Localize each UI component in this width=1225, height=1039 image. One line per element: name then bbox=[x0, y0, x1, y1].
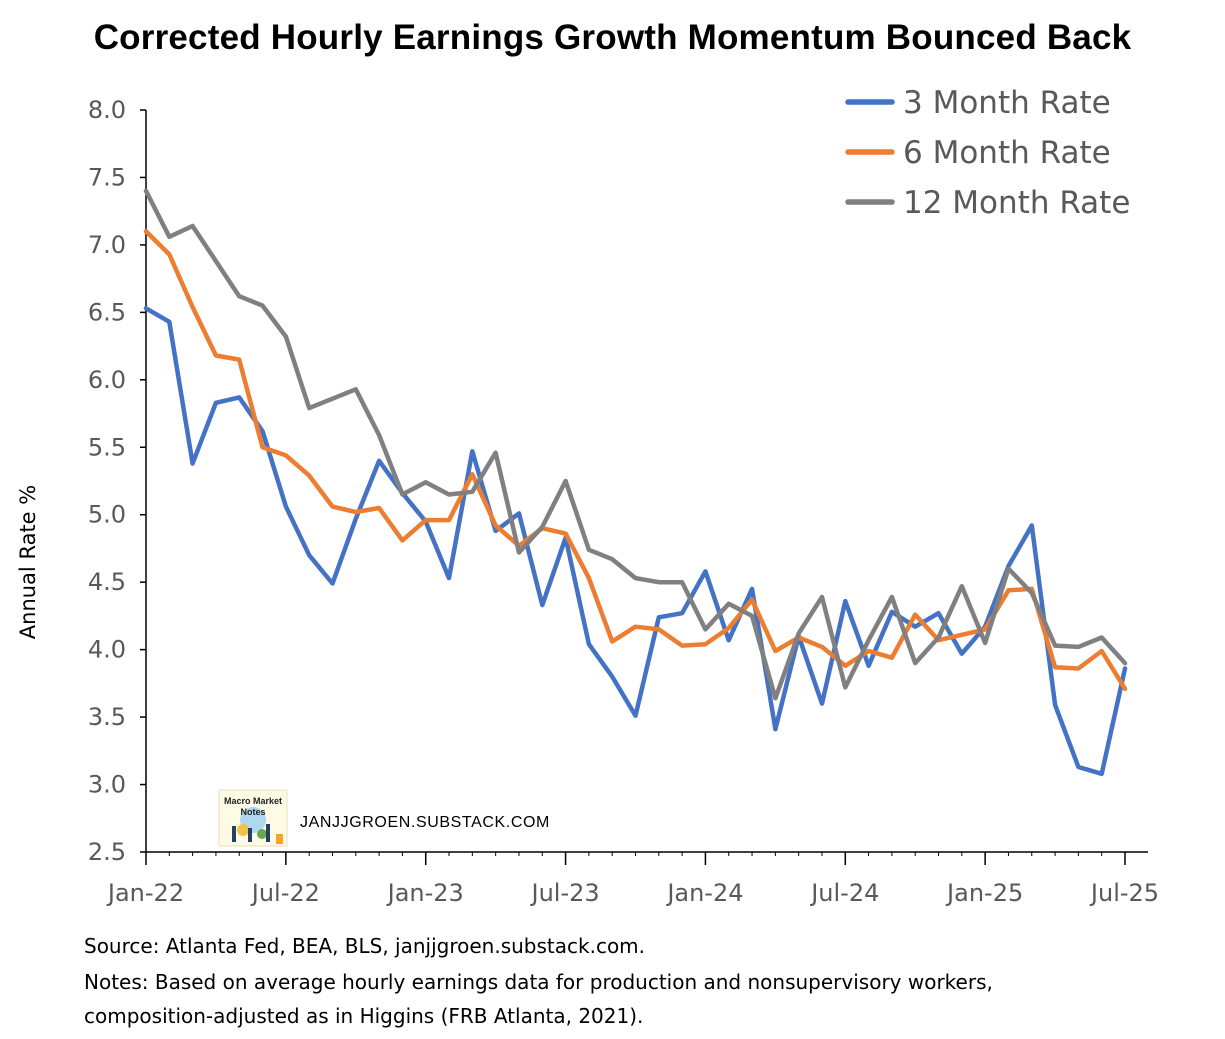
x-tick-label: Jul-25 bbox=[1089, 879, 1159, 907]
y-tick-label: 3.0 bbox=[88, 771, 126, 799]
watermark: Macro Market Notes JANJJGROEN.SUBSTACK.C… bbox=[218, 789, 550, 847]
footnote-notes-line-2: composition-adjusted as in Higgins (FRB … bbox=[84, 1004, 644, 1028]
chart-axes bbox=[145, 110, 1148, 853]
y-axis-label: Annual Rate % bbox=[16, 485, 40, 639]
footnote-notes-line-1: Notes: Based on average hourly earnings … bbox=[84, 970, 993, 994]
y-tick-label: 6.0 bbox=[88, 366, 126, 394]
legend-label-3-month-rate: 3 Month Rate bbox=[903, 85, 1111, 121]
x-tick-label: Jan-24 bbox=[665, 879, 743, 907]
y-axis-ticks: 2.5 3.0 3.5 4.0 4.5 5.0 5.5 6.0 6.5 7.0 7.5 8.0 bbox=[88, 96, 146, 866]
y-tick-label: 8.0 bbox=[88, 96, 126, 124]
y-tick-label: 2.5 bbox=[88, 838, 126, 866]
footnote-source: Source: Atlanta Fed, BEA, BLS, janjjgroe… bbox=[84, 934, 646, 958]
legend-label-6-month-rate: 6 Month Rate bbox=[903, 135, 1111, 171]
logo-subtitle: Notes bbox=[240, 807, 265, 817]
x-tick-label: Jul-24 bbox=[809, 879, 879, 907]
y-tick-label: 7.0 bbox=[88, 231, 126, 259]
y-tick-label: 6.5 bbox=[88, 298, 126, 326]
y-tick-label: 4.5 bbox=[88, 568, 126, 596]
series-line-6-month-rate bbox=[143, 229, 1128, 692]
x-tick-label: Jan-25 bbox=[945, 879, 1023, 907]
legend: 3 Month Rate 6 Month Rate 12 Month Rate bbox=[845, 85, 1130, 221]
x-tick-label: Jan-23 bbox=[386, 879, 464, 907]
x-axis-ticks: Jan-22 Jul-22 Jan-23 Jul-23 Jan-24 Jul-24 Jan-… bbox=[106, 852, 1159, 907]
x-tick-label: Jan-22 bbox=[106, 879, 184, 907]
series-line-3-month-rate bbox=[143, 306, 1128, 777]
macro-market-notes-logo: Macro Market Notes bbox=[218, 789, 288, 847]
logo-title: Macro Market bbox=[224, 796, 282, 806]
watermark-text: JANJJGROEN.SUBSTACK.COM bbox=[300, 814, 550, 831]
y-tick-label: 5.5 bbox=[88, 433, 126, 461]
y-tick-label: 5.0 bbox=[88, 501, 126, 529]
y-tick-label: 3.5 bbox=[88, 703, 126, 731]
x-tick-label: Jul-22 bbox=[250, 879, 320, 907]
x-tick-label: Jul-23 bbox=[529, 879, 599, 907]
y-tick-label: 4.0 bbox=[88, 636, 126, 664]
chart-title: Corrected Hourly Earnings Growth Momentu… bbox=[93, 18, 1132, 57]
data-series bbox=[143, 188, 1128, 777]
y-tick-label: 7.5 bbox=[88, 163, 126, 191]
legend-label-12-month-rate: 12 Month Rate bbox=[903, 185, 1130, 221]
series-line-12-month-rate bbox=[143, 188, 1128, 701]
